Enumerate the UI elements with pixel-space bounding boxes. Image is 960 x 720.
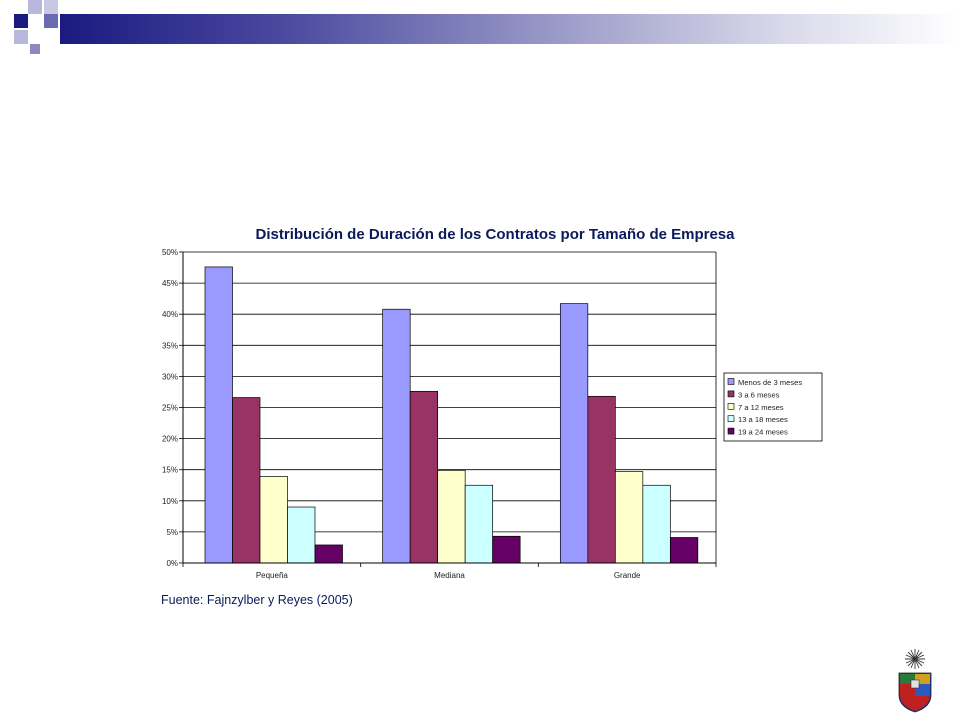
bar-chart: 0% 5% 10% 15% 20% 25% 30% 35% 40% 45% 50% Pequeña M… — [150, 244, 830, 596]
legend-swatch — [727, 415, 735, 422]
bar — [204, 266, 233, 564]
y-tick-label: 50% — [162, 248, 178, 257]
header-square-dark — [14, 14, 28, 28]
x-tick-label: Grande — [614, 571, 641, 580]
legend-label: 7 a 12 meses — [738, 403, 784, 412]
header-square-mid — [44, 14, 58, 28]
y-tick-label: 0% — [166, 559, 178, 568]
bar — [492, 535, 521, 564]
header-square-small — [30, 44, 40, 54]
y-tick-label: 40% — [162, 310, 178, 319]
y-tick-label: 5% — [166, 528, 178, 537]
legend-swatch — [727, 390, 735, 398]
axes — [182, 252, 717, 567]
bar — [614, 471, 644, 564]
legend-swatch — [727, 427, 735, 435]
y-tick-label: 15% — [162, 466, 178, 475]
y-tick-label: 10% — [162, 497, 178, 506]
legend-label: 19 a 24 meses — [738, 428, 788, 437]
bar — [642, 484, 671, 564]
y-tick-label: 30% — [162, 372, 178, 381]
bar — [259, 476, 288, 564]
x-tick-label: Pequeña — [256, 571, 289, 580]
y-axis-tick-labels: 0% 5% 10% 15% 20% 25% 30% 35% 40% 45% 50% — [162, 248, 178, 568]
legend-box — [723, 372, 823, 442]
legend-label: 3 a 6 meses — [738, 390, 780, 399]
chart-title: Distribución de Duración de los Contrato… — [255, 226, 735, 243]
bar — [314, 544, 343, 564]
university-crest-icon — [898, 649, 932, 713]
bar — [232, 397, 261, 564]
legend: Menos de 3 meses 3 a 6 meses 7 a 12 meses 1… — [723, 372, 823, 442]
legend-swatch — [727, 403, 735, 410]
y-tick-label: 25% — [162, 404, 178, 413]
bar — [464, 484, 494, 564]
header-square-light — [0, 0, 14, 14]
legend-swatch — [727, 378, 735, 385]
header-square-light — [44, 0, 58, 14]
header-square-light — [14, 30, 28, 44]
legend-label: Menos de 3 meses — [738, 378, 802, 387]
source-note: Fuente: Fajnzylber y Reyes (2005) — [161, 593, 353, 607]
bar — [287, 506, 316, 564]
bars — [204, 266, 699, 564]
y-tick-label: 20% — [162, 435, 178, 444]
bar — [587, 395, 616, 564]
bar — [382, 308, 411, 564]
legend-label: 13 a 18 meses — [738, 415, 788, 424]
bar — [437, 469, 466, 564]
bar — [669, 537, 699, 564]
x-axis-tick-labels: Pequeña Mediana Grande — [256, 571, 641, 580]
shield-icon — [898, 672, 932, 713]
header-square-light — [28, 0, 42, 14]
star-rays-icon — [905, 649, 925, 669]
bar — [559, 303, 589, 564]
x-tick-label: Mediana — [434, 571, 465, 580]
header-decoration — [0, 0, 80, 60]
y-tick-label: 35% — [162, 341, 178, 350]
bar — [409, 390, 439, 564]
y-tick-label: 45% — [162, 279, 178, 288]
header-gradient-bar — [60, 14, 960, 44]
